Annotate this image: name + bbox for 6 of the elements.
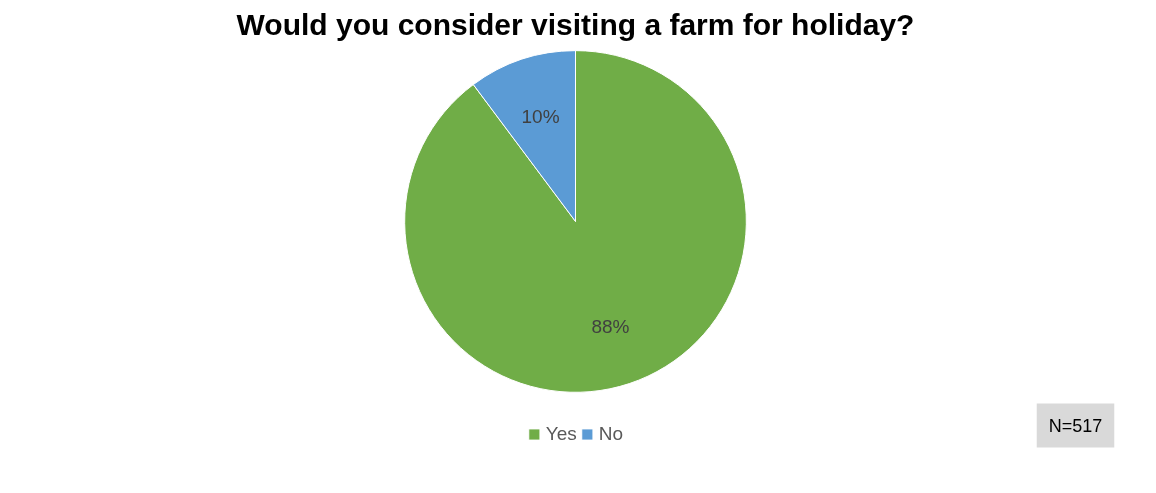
legend-label: Yes [545, 423, 577, 445]
text: N=517 [1048, 415, 1103, 436]
data-label: 88% [591, 316, 630, 338]
data-label: 10% [521, 105, 560, 127]
legend-label: No [598, 423, 624, 445]
chart-title: Would you consider visiting a farm for holiday? [236, 7, 915, 41]
